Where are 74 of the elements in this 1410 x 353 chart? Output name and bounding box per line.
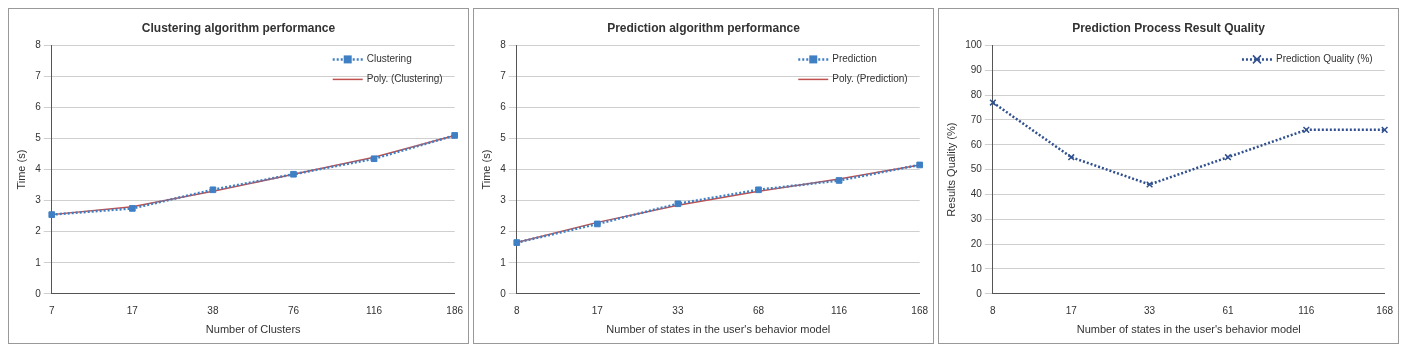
y-tick-label: 0 [976,287,983,299]
x-tick-label: 17 [126,304,139,316]
y-tick-label: 5 [35,132,42,144]
y-tick-label: 2 [35,225,42,237]
y-tick-label: 50 [970,163,983,175]
legend-label: Prediction Quality (%) [1275,53,1373,65]
y-tick-label: 10 [970,262,983,274]
y-tick-label: 4 [500,163,507,175]
y-tick-label: 6 [500,101,507,113]
x-tick-label: 8 [990,304,997,316]
x-tick-label: 33 [672,304,684,316]
x-tick-label: 7 [48,304,55,316]
point [989,98,997,107]
y-tick-label: 30 [970,213,983,225]
point [674,200,682,208]
y-tick-label: 3 [500,194,507,206]
y-tick-label: 1 [35,256,42,268]
legend-label: Poly. (Clustering) [366,73,443,85]
x-axis-title: Number of states in the user's behavior model [606,323,831,336]
y-axis-title: Results Quality (%) [944,122,957,217]
y-tick-label: 4 [35,163,42,175]
y-tick-label: 20 [970,237,983,249]
y-tick-label: 70 [970,113,983,125]
y-tick-label: 8 [500,39,507,51]
x-axis-title: Number of Clusters [205,323,302,336]
legend-label: Prediction [832,53,877,65]
x-tick-label: 61 [1222,304,1234,316]
y-axis-title: Time (s) [14,149,27,190]
x-tick-label: 38 [207,304,219,316]
y-tick-label: 2 [500,225,507,237]
point [594,220,601,228]
y-tick-label: 6 [35,101,42,113]
y-tick-label: 8 [35,39,42,51]
legend-label: Clustering [366,53,412,65]
chart-title: Prediction algorithm performance [607,20,801,35]
point [209,186,217,194]
x-tick-label: 33 [1144,304,1156,316]
y-tick-label: 100 [965,39,983,51]
y-tick-label: 0 [500,287,507,299]
x-tick-label: 116 [831,304,848,316]
point [755,186,762,194]
point [916,161,923,169]
y-tick-label: 1 [500,256,507,268]
x-tick-label: 17 [1065,304,1078,316]
x-tick-label: 17 [591,304,604,316]
point [835,177,843,184]
y-tick-label: 60 [970,138,983,150]
y-axis-title: Time (s) [479,149,492,190]
point [48,211,56,218]
legend-label: Poly. (Prediction) [832,73,908,85]
y-tick-label: 0 [35,287,42,299]
x-tick-label: 116 [366,304,383,316]
x-tick-label: 68 [752,304,765,316]
y-tick-label: 7 [35,70,42,82]
point [290,170,297,178]
y-tick-label: 7 [500,70,507,82]
point [129,205,136,212]
x-tick-label: 168 [911,304,929,316]
chart-title: Clustering algorithm performance [141,20,336,35]
chart-title: Prediction Process Result Quality [1072,20,1266,35]
x-tick-label: 168 [1376,304,1394,316]
point [513,239,521,246]
point [451,132,458,139]
x-axis-title: Number of states in the user's behavior model [1076,323,1301,336]
x-tick-label: 116 [1298,304,1315,316]
y-tick-label: 3 [35,194,42,206]
x-tick-label: 76 [287,304,300,316]
x-tick-label: 186 [446,304,464,316]
point [370,155,378,163]
y-tick-label: 90 [970,63,983,75]
y-tick-label: 80 [970,88,983,100]
x-tick-label: 8 [513,304,520,316]
y-tick-label: 40 [970,188,983,200]
y-tick-label: 5 [500,132,507,144]
